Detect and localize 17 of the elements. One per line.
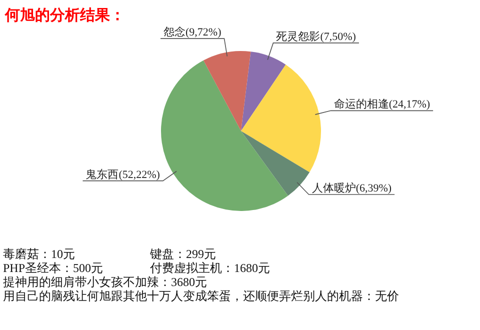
pie-slice	[203, 51, 251, 131]
slice-label: 死灵怨影(7,50%)	[276, 30, 356, 43]
slice-label: 命运的相逢(24,17%)	[334, 98, 430, 111]
slice-label: 人体暖炉(6,39%)	[312, 182, 392, 195]
text: 用自己的脑残让何旭跟其他十万人变成笨蛋，还顺便弄烂别人的机器：无价	[3, 289, 399, 303]
slice-label: 鬼东西(52,22%)	[86, 168, 160, 181]
pie-slice	[241, 131, 310, 196]
pie-slice	[241, 52, 286, 131]
text: 提神用的细肩带小女孩不加辣：3680元	[3, 275, 207, 289]
pie-slice	[161, 60, 288, 211]
slice-label: 怨念(9,72%)	[163, 26, 222, 39]
pie-slice	[241, 64, 321, 172]
chart-title: 何旭的分析结果：	[4, 6, 125, 24]
text: 毒磨菇：10元	[3, 247, 75, 261]
text: 付费虚拟主机：1680元	[149, 261, 270, 275]
text: PHP圣经本：500元	[3, 261, 104, 275]
text: 键盘：299元	[149, 247, 216, 261]
